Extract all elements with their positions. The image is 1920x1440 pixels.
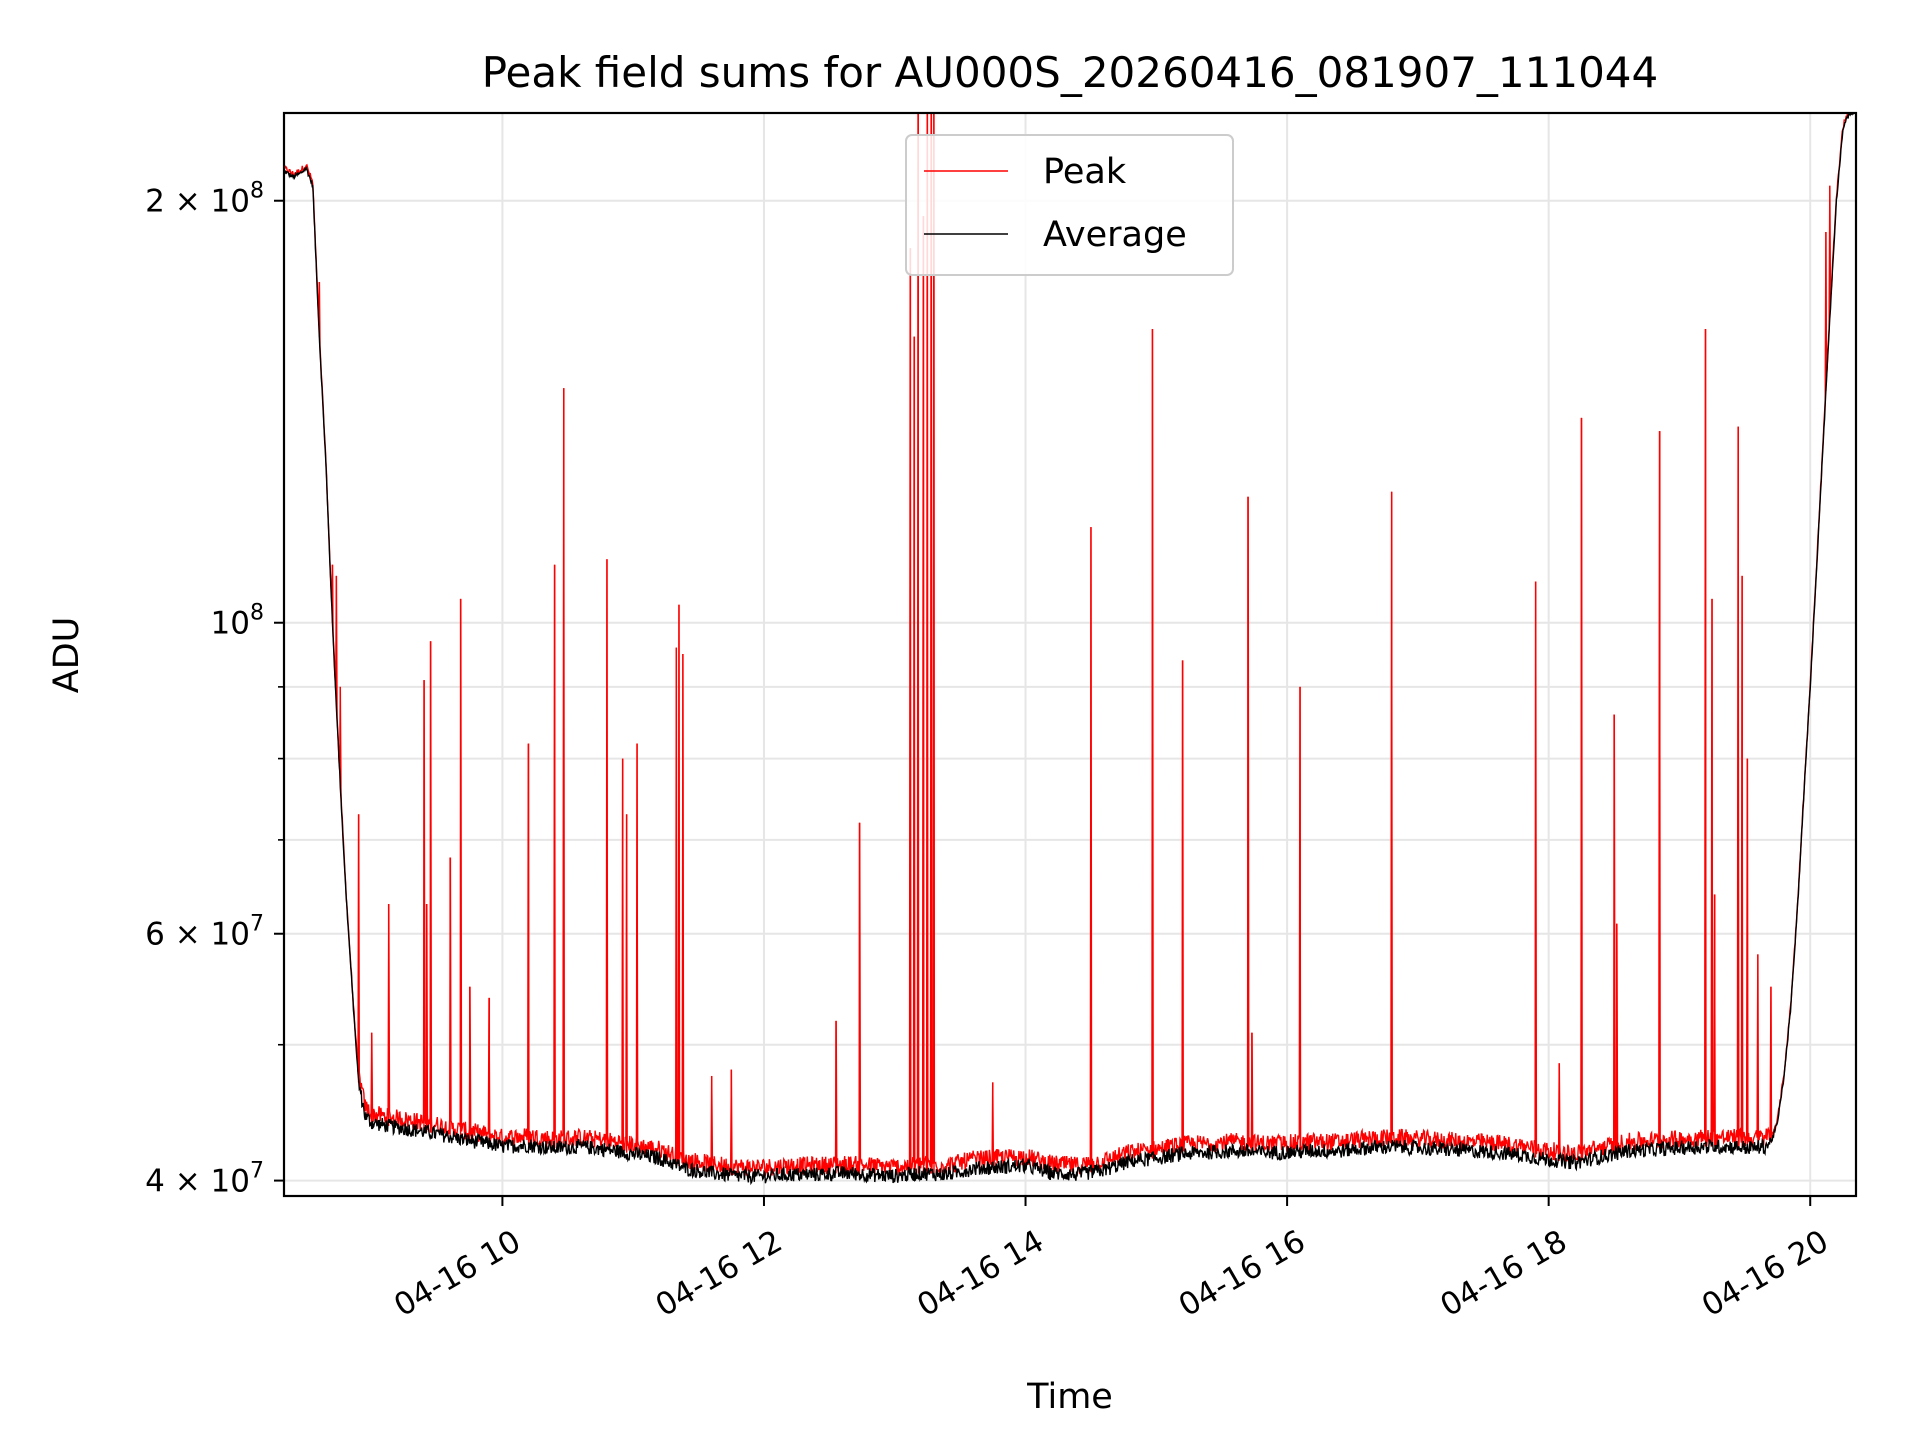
y-tick-exponent: 7	[250, 912, 264, 937]
x-axis-label: Time	[1026, 1377, 1113, 1417]
y-tick-base: 10	[211, 606, 250, 642]
y-tick-label: 2 × 108	[145, 179, 264, 220]
y-tick-exponent: 8	[250, 601, 264, 626]
y-tick-label: 4 × 107	[145, 1159, 264, 1200]
y-tick-label: 108	[211, 601, 264, 642]
legend-peak-label: Peak	[1043, 152, 1127, 192]
y-tick-exponent: 8	[250, 179, 264, 204]
chart-title: Peak field sums for AU000S_20260416_0819…	[482, 48, 1659, 97]
y-tick-exponent: 7	[250, 1159, 264, 1184]
y-tick-base: 4 × 10	[145, 1164, 250, 1200]
legend: Peak Average	[905, 134, 1234, 276]
y-tick-base: 6 × 10	[145, 917, 250, 953]
y-tick-label: 6 × 107	[145, 912, 264, 953]
y-axis-label: ADU	[47, 617, 87, 694]
legend-box	[905, 134, 1234, 276]
average-series-line	[284, 113, 1856, 1186]
plot-frame	[282, 111, 1858, 1198]
y-tick-base: 2 × 10	[145, 184, 250, 220]
series-group	[284, 113, 1856, 1186]
legend-average-label: Average	[1043, 215, 1187, 255]
series-layer	[284, 113, 1856, 1186]
